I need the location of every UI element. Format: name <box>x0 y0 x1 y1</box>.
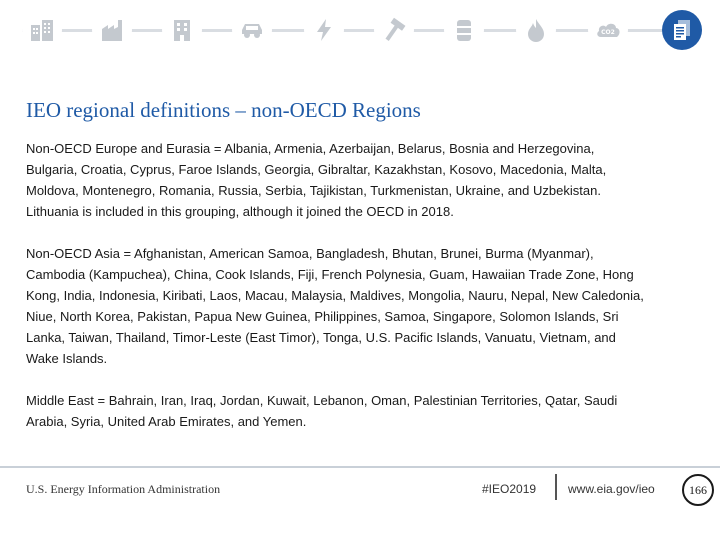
definitions-body: Non-OECD Europe and Eurasia = Albania, A… <box>26 138 698 453</box>
office-building-icon[interactable] <box>162 10 202 50</box>
middle-east-definition: Middle East = Bahrain, Iran, Iraq, Jorda… <box>26 390 698 432</box>
text-line: Non-OECD Asia = Afghanistan, American Sa… <box>26 246 594 261</box>
oil-barrel-icon[interactable] <box>444 10 484 50</box>
topic-icon-bar: CO2 <box>22 10 702 50</box>
page-number: 166 <box>682 474 714 506</box>
text-line: Niue, North Korea, Pakistan, Papua New G… <box>26 309 619 324</box>
text-line: Middle East = Bahrain, Iran, Iraq, Jorda… <box>26 393 618 408</box>
svg-text:CO2: CO2 <box>601 29 615 36</box>
text-line: Wake Islands. <box>26 351 108 366</box>
europe-eurasia-definition: Non-OECD Europe and Eurasia = Albania, A… <box>26 138 698 222</box>
slide-title: IEO regional definitions – non-OECD Regi… <box>26 98 421 122</box>
lightning-icon[interactable] <box>304 10 344 50</box>
footer-separator <box>555 474 557 500</box>
text-line: Non-OECD Europe and Eurasia = Albania, A… <box>26 141 595 156</box>
co2-icon[interactable]: CO2 <box>588 10 628 50</box>
footer-divider <box>0 466 720 468</box>
icon-bar-line <box>22 29 702 32</box>
hammer-icon[interactable] <box>374 10 414 50</box>
asia-definition: Non-OECD Asia = Afghanistan, American Sa… <box>26 243 698 369</box>
text-line: Lithuania is included in this grouping, … <box>26 204 454 219</box>
text-line: Cambodia (Kampuchea), China, Cook Island… <box>26 267 634 282</box>
footer-hashtag: #IEO2019 <box>482 482 537 496</box>
buildings-icon[interactable] <box>22 10 62 50</box>
flame-icon[interactable] <box>516 10 556 50</box>
text-line: Moldova, Montenegro, Romania, Russia, Se… <box>26 183 601 198</box>
text-line: Bulgaria, Croatia, Cyprus, Faroe Islands… <box>26 162 607 177</box>
documents-icon[interactable] <box>662 10 702 50</box>
car-icon[interactable] <box>232 10 272 50</box>
text-line: Arabia, Syria, United Arab Emirates, and… <box>26 414 307 429</box>
text-line: Lanka, Taiwan, Thailand, Timor-Leste (Ea… <box>26 330 616 345</box>
factory-icon[interactable] <box>92 10 132 50</box>
footer-url-link[interactable]: www.eia.gov/ieo <box>568 482 655 496</box>
text-line: Kong, India, Indonesia, Kiribati, Laos, … <box>26 288 644 303</box>
footer-organization: U.S. Energy Information Administration <box>26 482 221 496</box>
